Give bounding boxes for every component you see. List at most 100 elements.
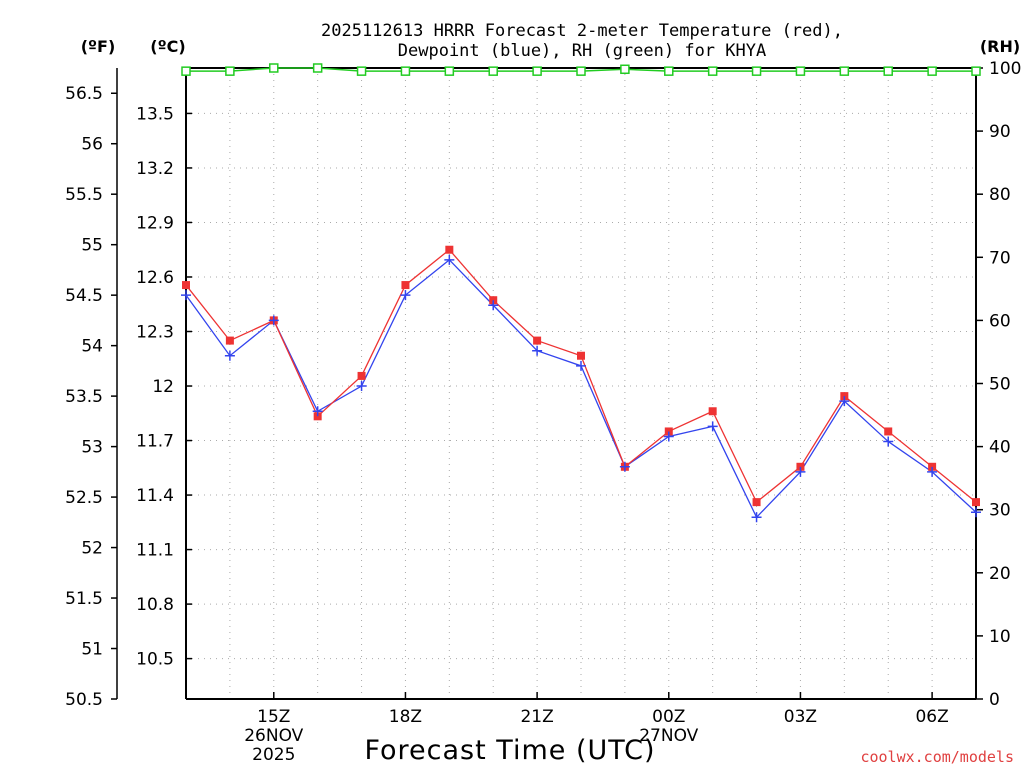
x-tick-date-label: 27NOV [639, 726, 698, 746]
watermark-link[interactable]: coolwx.com/models [860, 748, 1014, 766]
fahrenheit-tick-label: 51 [81, 640, 103, 660]
celsius-tick-label: 12.6 [136, 268, 174, 288]
x-axis-label: Forecast Time (UTC) [364, 735, 655, 766]
dewpoint-point [400, 290, 411, 301]
temperature-point [401, 281, 410, 290]
rh-tick-label: 70 [989, 248, 1011, 268]
celsius-tick-label: 11.7 [136, 432, 174, 452]
dewpoint-point [707, 421, 718, 432]
temperature-point [445, 245, 454, 254]
series-layer [181, 63, 981, 523]
rh-point [883, 66, 893, 76]
rh-tick-label: 40 [989, 438, 1011, 458]
x-tick-label: 18Z [389, 707, 422, 727]
celsius-tick-label: 12.3 [136, 323, 174, 343]
celsius-tick-label: 12.9 [136, 213, 174, 233]
celsius-tick-label: 12 [152, 377, 174, 397]
celsius-tick-label: 11.4 [136, 486, 174, 506]
x-tick-label: 06Z [915, 707, 948, 727]
rh-tick-label: 90 [989, 122, 1011, 142]
dewpoint-point [971, 507, 981, 518]
rh-point [971, 66, 981, 76]
temperature-point [577, 351, 585, 360]
dewpoint-point [663, 431, 674, 442]
rh-tick-label: 0 [989, 690, 1000, 710]
rh-point [751, 66, 762, 76]
rh-point [312, 63, 323, 73]
fahrenheit-tick-label: 55 [81, 236, 103, 256]
temperature-point [884, 427, 893, 436]
x-tick-label: 00Z [652, 707, 685, 727]
temperature-point [664, 427, 673, 436]
dewpoint-point [488, 300, 499, 311]
chart-title-line2: Dewpoint (blue), RH (green) for KHYA [398, 41, 766, 61]
rh-point [225, 66, 235, 76]
celsius-tick-label: 10.5 [136, 650, 174, 670]
rh-tick-label: 50 [989, 375, 1011, 395]
rh-point [400, 66, 411, 76]
rh-point [664, 66, 674, 76]
fahrenheit-tick-label: 53 [81, 438, 103, 458]
temperature-point [225, 336, 234, 345]
dewpoint-point [181, 290, 191, 301]
dewpoint-point [883, 436, 894, 447]
temperature-point [533, 336, 542, 345]
dewpoint-point [444, 254, 455, 265]
fahrenheit-tick-label: 56 [81, 135, 103, 155]
rh-point [795, 66, 806, 76]
x-tick-date-label: 26NOV [244, 726, 303, 746]
temperature-point [357, 371, 366, 380]
celsius-tick-label: 13.5 [136, 104, 174, 124]
rh-tick-label: 80 [989, 185, 1011, 205]
fahrenheit-tick-label: 53.5 [65, 387, 103, 407]
temperature-point [840, 392, 849, 401]
temperature-point [182, 281, 190, 290]
rh-point [356, 66, 367, 76]
temperature-point [972, 498, 980, 507]
rh-point [576, 66, 586, 76]
celsius-tick-label: 10.8 [136, 595, 174, 615]
fahrenheit-tick-label: 51.5 [65, 589, 103, 609]
x-tick-label: 15Z [257, 707, 290, 727]
dewpoint-point [839, 396, 850, 407]
x-tick-label: 21Z [520, 707, 553, 727]
fahrenheit-tick-label: 55.5 [65, 185, 103, 205]
rh-tick-label: 10 [989, 627, 1011, 647]
dewpoint-point [619, 461, 630, 472]
rh-point [707, 66, 718, 76]
fahrenheit-tick-label: 52 [81, 539, 103, 559]
rh-unit-label: (RH) [980, 37, 1020, 56]
celsius-tick-label: 13.2 [136, 159, 174, 179]
rh-point [444, 66, 455, 76]
dewpoint-point [312, 406, 323, 417]
temperature-point [313, 412, 322, 421]
fahrenheit-tick-label: 54.5 [65, 286, 103, 306]
dewpoint-point [927, 466, 938, 477]
rh-tick-label: 20 [989, 564, 1011, 584]
dewpoint-point [576, 360, 586, 371]
rh-tick-label: 100 [989, 59, 1021, 79]
temperature-point [752, 498, 761, 507]
rh-point [927, 66, 937, 76]
rh-point [532, 66, 542, 76]
fahrenheit-tick-label: 54 [81, 337, 103, 357]
x-tick-label: 03Z [784, 707, 817, 727]
fahrenheit-tick-label: 56.5 [65, 84, 103, 104]
dewpoint-point [224, 350, 235, 361]
dewpoint-point [268, 315, 279, 326]
temperature-point [796, 462, 805, 471]
rh-point [620, 64, 630, 75]
dewpoint-point [795, 466, 806, 477]
celsius-tick-label: 11.1 [136, 541, 174, 561]
rh-tick-label: 60 [989, 311, 1011, 331]
dewpoint-point [751, 512, 762, 523]
rh-point [181, 66, 191, 76]
rh-point [488, 66, 498, 76]
rh-tick-label: 30 [989, 501, 1011, 521]
celsius-unit-label: (ºC) [150, 37, 185, 56]
dewpoint-point [532, 345, 543, 356]
axes: 50.5 51 51.5 52 52.5 53 53.5 54 54.5 55 55.5 56 56.5… [65, 59, 1021, 765]
temperature-point [489, 296, 498, 305]
rh-point [269, 63, 279, 73]
chart-title-line1: 2025112613 HRRR Forecast 2-meter Tempera… [321, 21, 843, 41]
